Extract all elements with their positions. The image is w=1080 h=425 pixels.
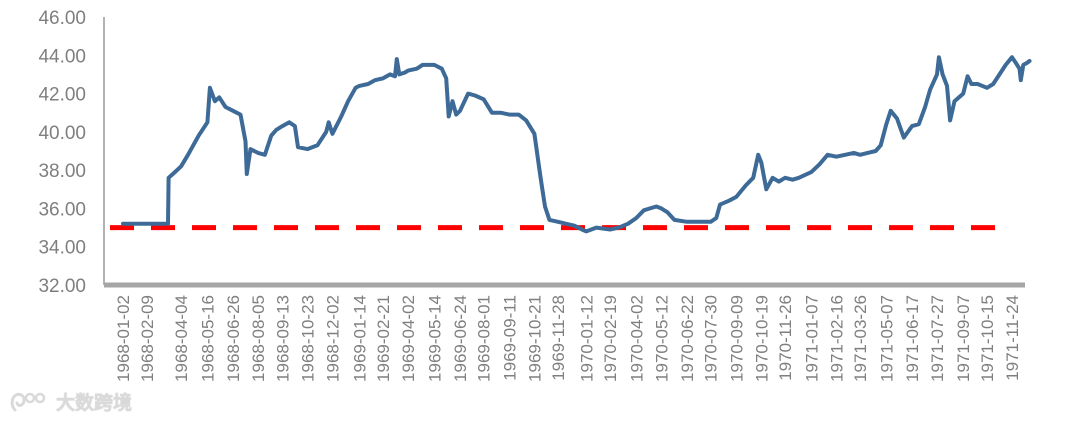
x-tick-label: 1969-06-24 bbox=[451, 295, 470, 382]
y-tick-label: 46.00 bbox=[38, 8, 86, 29]
y-axis-tick-labels: 32.00 34.00 36.00 38.00 40.00 42.00 44.00 46.00 bbox=[38, 8, 86, 297]
x-tick-label: 1971-05-07 bbox=[877, 295, 896, 382]
x-tick-label: 1968-12-02 bbox=[323, 295, 342, 382]
x-tick-label: 1971-11-24 bbox=[1003, 295, 1022, 381]
x-tick-label: 1968-09-13 bbox=[273, 295, 292, 382]
x-tick-label: 1968-01-02 bbox=[114, 295, 133, 382]
x-tick-label: 1969-02-21 bbox=[374, 295, 393, 382]
x-tick-label: 1969-09-11 bbox=[500, 295, 519, 381]
x-tick-label: 1968-06-26 bbox=[224, 295, 243, 382]
x-tick-label: 1969-11-28 bbox=[549, 295, 568, 381]
x-tick-label: 1971-06-17 bbox=[903, 295, 922, 382]
x-tick-label: 1969-04-02 bbox=[399, 295, 418, 382]
watermark: 大数跨境 bbox=[10, 388, 132, 415]
x-tick-label: 1969-05-14 bbox=[425, 295, 444, 382]
series-line bbox=[121, 55, 1032, 234]
x-tick-label: 1970-02-19 bbox=[601, 295, 620, 382]
x-tick-label: 1969-08-01 bbox=[475, 295, 494, 382]
y-tick-label: 40.00 bbox=[38, 123, 86, 144]
x-tick-label: 1971-03-26 bbox=[851, 295, 870, 382]
y-tick-label: 44.00 bbox=[38, 46, 86, 67]
x-tick-label: 1971-02-16 bbox=[827, 295, 846, 382]
y-tick-label: 32.00 bbox=[38, 276, 86, 297]
y-tick-label: 34.00 bbox=[38, 238, 86, 259]
y-tick-label: 38.00 bbox=[38, 161, 86, 182]
x-tick-label: 1970-09-09 bbox=[727, 295, 746, 382]
x-tick-label: 1968-08-05 bbox=[249, 295, 268, 382]
x-tick-label: 1970-10-19 bbox=[752, 295, 771, 382]
x-tick-label: 1970-05-12 bbox=[652, 295, 671, 382]
watermark-text: 大数跨境 bbox=[56, 392, 133, 414]
watermark-logo-icon bbox=[10, 392, 46, 411]
x-tick-label: 1970-11-26 bbox=[776, 295, 795, 381]
x-tick-label: 1968-05-16 bbox=[198, 295, 217, 382]
x-tick-label: 1968-02-09 bbox=[138, 295, 157, 382]
x-tick-label: 1969-01-14 bbox=[350, 295, 369, 382]
x-tick-label: 1968-04-04 bbox=[172, 295, 191, 382]
x-tick-label: 1971-07-27 bbox=[928, 295, 947, 382]
x-tick-label: 1968-10-23 bbox=[298, 295, 317, 382]
y-tick-label: 36.00 bbox=[38, 199, 86, 220]
x-tick-label: 1970-04-02 bbox=[627, 295, 646, 382]
x-tick-label: 1969-10-21 bbox=[525, 295, 544, 382]
x-tick-label: 1970-06-22 bbox=[678, 295, 697, 382]
x-tick-label: 1970-01-12 bbox=[577, 295, 596, 382]
x-axis-tick-labels: 1968-01-02 1968-02-09 1968-04-04 1968-05-16… bbox=[114, 295, 1022, 382]
x-tick-label: 1970-07-30 bbox=[702, 295, 721, 382]
x-tick-label: 1971-01-07 bbox=[802, 295, 821, 382]
y-tick-label: 42.00 bbox=[38, 85, 86, 106]
x-tick-label: 1971-09-07 bbox=[954, 295, 973, 382]
x-tick-label: 1971-10-15 bbox=[978, 295, 997, 382]
